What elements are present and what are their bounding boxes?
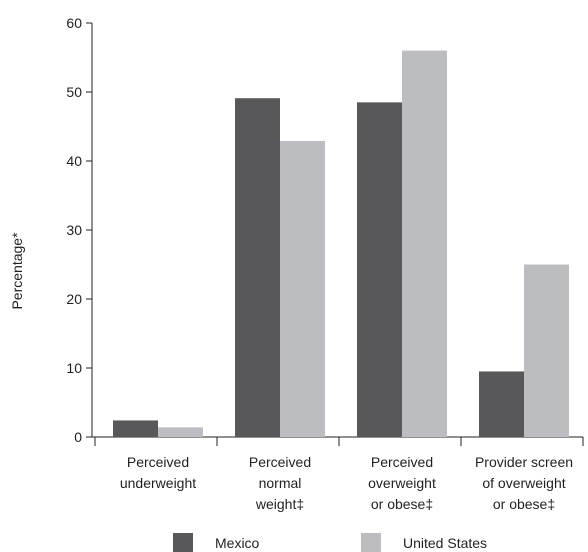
y-axis: 0 10 20 30 40 50 60 <box>66 15 93 445</box>
legend-swatch <box>361 533 381 552</box>
legend-label: Mexico <box>215 535 260 551</box>
y-tick-label: 0 <box>74 429 82 445</box>
bar-united-states <box>158 427 203 437</box>
bar-mexico <box>357 102 402 437</box>
category-label: Provider screen <box>475 454 573 470</box>
y-tick-label: 60 <box>66 15 82 31</box>
category-labels: Perceived underweight Perceived normal weigh… <box>120 454 573 512</box>
y-tick-label: 30 <box>66 222 82 238</box>
category-label: normal <box>259 475 302 491</box>
y-tick-label: 20 <box>66 291 82 307</box>
legend-swatch <box>173 533 193 552</box>
category-label: overweight <box>368 475 436 491</box>
category-label: Perceived <box>249 454 311 470</box>
y-axis-title: Percentage* <box>9 232 25 310</box>
bar-united-states <box>524 264 569 437</box>
category-label: weight‡ <box>255 496 304 512</box>
category-label: Perceived <box>371 454 433 470</box>
category-label: or obese‡ <box>493 496 555 512</box>
y-tick-label: 40 <box>66 153 82 169</box>
bars <box>113 50 569 438</box>
bar-mexico <box>235 98 280 438</box>
bar-united-states <box>402 50 447 437</box>
category-label: underweight <box>120 475 196 491</box>
y-tick-label: 10 <box>66 360 82 376</box>
y-tick-label: 50 <box>66 84 82 100</box>
x-axis <box>92 436 584 446</box>
bar-mexico <box>113 420 158 437</box>
legend: Mexico United States <box>173 533 487 552</box>
bar-mexico <box>479 371 524 437</box>
bar-united-states <box>280 140 325 438</box>
category-label: Perceived <box>127 454 189 470</box>
legend-label: United States <box>403 535 487 551</box>
category-label: of overweight <box>482 475 565 491</box>
category-label: or obese‡ <box>371 496 433 512</box>
